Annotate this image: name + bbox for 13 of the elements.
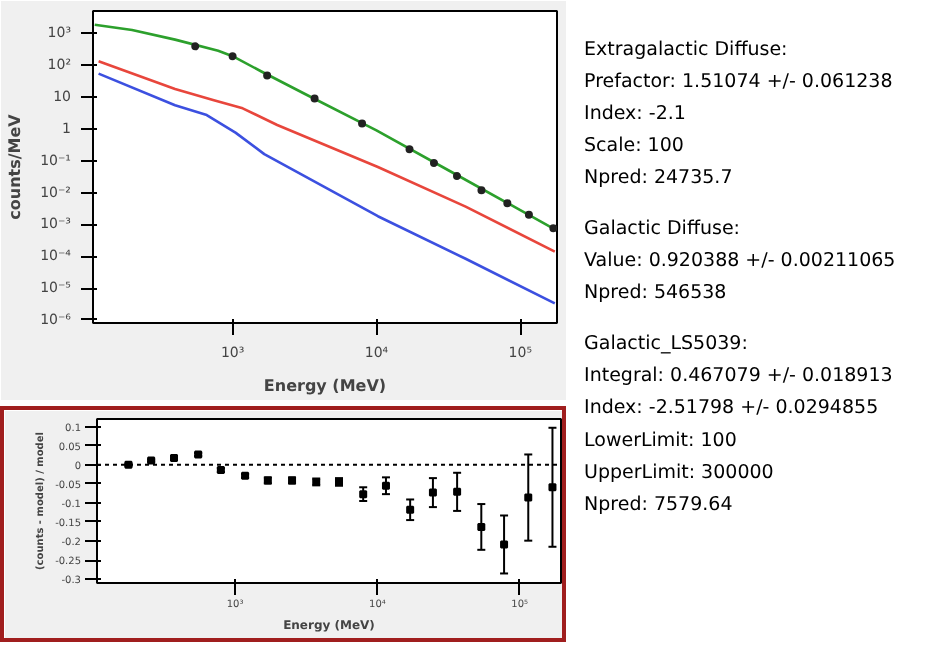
point xyxy=(500,540,509,549)
text: Galactic Diffuse: Value: 0.920388 +/- 0.00211065 Npred: 546538 xyxy=(584,218,896,305)
point xyxy=(524,493,533,502)
point xyxy=(477,522,486,531)
text: Galactic_LS5039: Integral: 0.467079 +/- 0.018913 Index: -2.51798 +/- 0.0294855 LowerLimit: 100 UpperLimit: 300000 Npred: 7579.64 xyxy=(584,333,893,516)
point xyxy=(381,481,390,490)
point xyxy=(548,483,557,492)
point xyxy=(428,488,437,497)
point xyxy=(406,505,415,514)
x-axis-title: Energy (MeV) xyxy=(263,377,387,395)
y-axis-title: counts/MeV xyxy=(6,112,25,220)
text: Extragalactic Diffuse: Prefactor: 1.51074 +/- 0.061238 Index: -2.1 Scale: 100 Npred: 24735.7 xyxy=(584,38,893,189)
point xyxy=(453,487,462,496)
